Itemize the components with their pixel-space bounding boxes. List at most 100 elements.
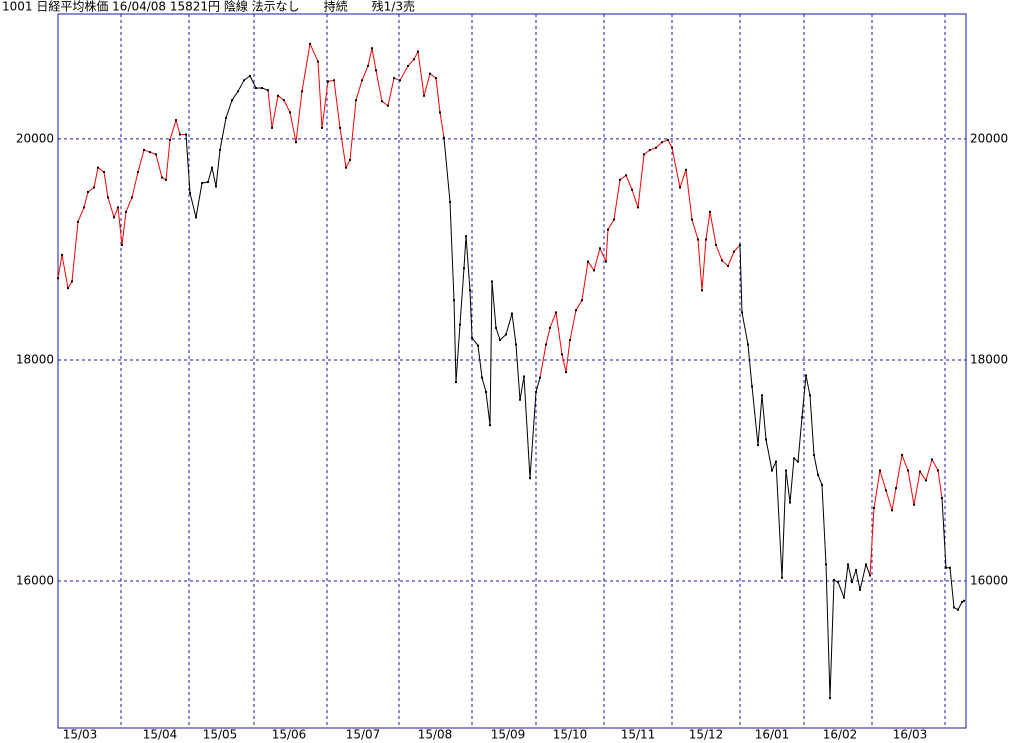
data-point — [435, 77, 437, 80]
line-segment — [459, 268, 465, 325]
line-segment — [587, 261, 595, 271]
line-segment — [511, 313, 517, 345]
x-tick-label: 16/02 — [823, 728, 858, 742]
data-point — [57, 277, 59, 280]
line-segment — [855, 569, 861, 590]
line-segment — [523, 376, 531, 479]
line-segment — [215, 149, 221, 187]
line-segment — [491, 281, 497, 328]
line-segment — [485, 391, 491, 426]
data-point — [97, 166, 99, 169]
line-segment — [667, 139, 673, 148]
data-point — [895, 487, 897, 490]
data-point — [907, 469, 909, 472]
data-point — [957, 608, 959, 611]
data-point — [925, 479, 927, 482]
data-point — [407, 64, 409, 67]
data-point — [185, 133, 187, 136]
data-point — [797, 460, 799, 463]
data-point — [423, 94, 425, 97]
data-point — [143, 148, 145, 151]
line-segment — [555, 312, 563, 355]
data-point — [655, 146, 657, 149]
data-point — [481, 376, 483, 379]
line-segment — [185, 134, 191, 194]
line-segment — [77, 207, 85, 222]
data-point — [833, 578, 835, 581]
line-segment — [481, 377, 487, 393]
line-segment — [505, 313, 513, 335]
data-point — [321, 126, 323, 129]
x-tick-label: 15/06 — [272, 728, 307, 742]
x-tick-label: 15/05 — [203, 728, 238, 742]
x-tick-label: 15/10 — [553, 728, 588, 742]
data-point — [937, 469, 939, 472]
line-segment — [733, 244, 741, 252]
data-point — [413, 58, 415, 61]
plot-frame — [57, 13, 967, 729]
chart-title: 1001 日経平均株価 16/04/08 15821円 陰線 法示なし 持続 残… — [2, 0, 415, 14]
line-segment — [67, 281, 73, 289]
line-segment — [375, 70, 383, 102]
data-point — [439, 111, 441, 114]
data-point — [189, 192, 191, 195]
data-point — [697, 238, 699, 241]
line-segment — [107, 197, 115, 218]
data-point — [727, 265, 729, 267]
line-segment — [561, 354, 567, 373]
data-point — [789, 501, 791, 504]
x-tick-label: 15/11 — [621, 728, 656, 742]
line-segment — [919, 471, 927, 481]
data-point — [317, 60, 319, 63]
line-segment — [747, 344, 753, 387]
line-segment — [941, 498, 947, 568]
line-segment — [407, 58, 415, 67]
line-segment — [957, 601, 963, 610]
data-point — [733, 250, 735, 253]
data-point — [685, 168, 687, 171]
line-segment — [685, 169, 693, 220]
data-point — [465, 235, 467, 238]
data-point — [851, 581, 853, 584]
data-point — [249, 74, 251, 77]
data-point — [93, 186, 95, 189]
data-point — [793, 457, 795, 460]
line-segment — [413, 51, 419, 60]
line-segment — [71, 221, 79, 282]
line-segment — [565, 339, 571, 373]
line-segment — [895, 454, 903, 489]
data-point — [243, 79, 245, 82]
data-point — [949, 566, 951, 569]
data-point — [179, 133, 181, 136]
line-segment — [195, 183, 203, 218]
line-segment — [859, 564, 867, 590]
data-point — [781, 576, 783, 579]
data-point — [575, 309, 577, 312]
line-segment — [435, 78, 441, 113]
line-segment — [613, 179, 621, 220]
line-segment — [57, 254, 63, 279]
line-segment — [189, 192, 197, 218]
line-segment — [625, 175, 633, 190]
data-point — [489, 424, 491, 427]
data-point — [393, 77, 395, 80]
line-segment — [925, 459, 933, 481]
data-point — [545, 343, 547, 346]
line-segment — [549, 312, 557, 329]
data-point — [661, 141, 663, 144]
x-tick-label: 15/03 — [63, 728, 98, 742]
data-point — [765, 438, 767, 441]
y2-tick-label: 20000 — [970, 131, 1008, 145]
line-segment — [581, 261, 589, 301]
line-segment — [697, 239, 703, 291]
line-segment — [295, 91, 303, 143]
data-point — [953, 606, 955, 609]
data-point — [859, 588, 861, 591]
line-segment — [705, 211, 711, 240]
data-point — [581, 299, 583, 302]
data-point — [165, 178, 167, 181]
data-point — [805, 374, 807, 377]
line-segment — [283, 99, 291, 113]
line-segment — [605, 229, 609, 262]
